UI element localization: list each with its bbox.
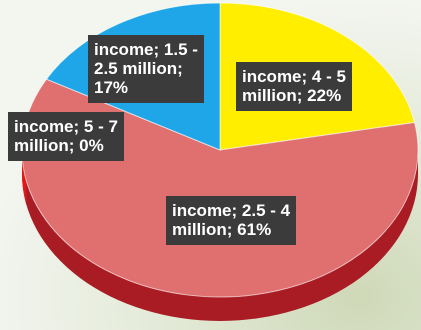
pie-side-group xyxy=(22,150,418,321)
slice-label-income-5-7: income; 5 - 7 million; 0% xyxy=(8,112,124,161)
slice-label-income-2-5-4: income; 2.5 - 4 million; 61% xyxy=(166,196,297,245)
slice-side-income-5-7 xyxy=(22,150,27,205)
slice-label-income-1-5-2-5: income; 1.5 - 2.5 million; 17% xyxy=(88,35,204,103)
slice-label-income-4-5: income; 4 - 5 million; 22% xyxy=(236,62,352,111)
slice-side-income-2-5-4 xyxy=(22,150,418,321)
